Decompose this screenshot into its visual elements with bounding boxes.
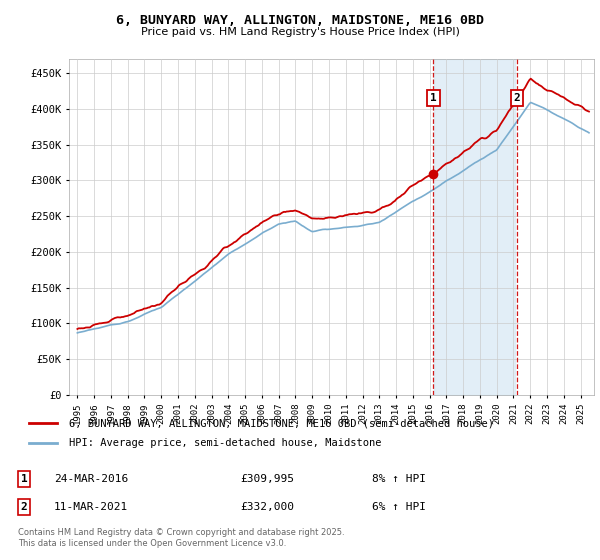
Text: 6% ↑ HPI: 6% ↑ HPI [372, 502, 426, 512]
Text: £309,995: £309,995 [240, 474, 294, 484]
Text: 6, BUNYARD WAY, ALLINGTON, MAIDSTONE, ME16 0BD: 6, BUNYARD WAY, ALLINGTON, MAIDSTONE, ME… [116, 14, 484, 27]
Text: 6, BUNYARD WAY, ALLINGTON, MAIDSTONE, ME16 0BD (semi-detached house): 6, BUNYARD WAY, ALLINGTON, MAIDSTONE, ME… [69, 418, 494, 428]
Text: Price paid vs. HM Land Registry's House Price Index (HPI): Price paid vs. HM Land Registry's House … [140, 27, 460, 37]
Text: 8% ↑ HPI: 8% ↑ HPI [372, 474, 426, 484]
Text: 2: 2 [20, 502, 28, 512]
Text: 24-MAR-2016: 24-MAR-2016 [54, 474, 128, 484]
Text: 1: 1 [20, 474, 28, 484]
Text: 2: 2 [514, 93, 520, 103]
Text: £332,000: £332,000 [240, 502, 294, 512]
Text: HPI: Average price, semi-detached house, Maidstone: HPI: Average price, semi-detached house,… [69, 438, 381, 448]
Text: 1: 1 [430, 93, 437, 103]
Text: Contains HM Land Registry data © Crown copyright and database right 2025.
This d: Contains HM Land Registry data © Crown c… [18, 528, 344, 548]
Text: 11-MAR-2021: 11-MAR-2021 [54, 502, 128, 512]
